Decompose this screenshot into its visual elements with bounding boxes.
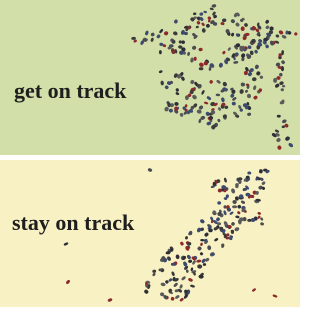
- top-caption: get on track: [14, 78, 127, 103]
- crowd-figure: [241, 26, 245, 31]
- page: get on track stay on track (() => { cons…: [0, 0, 300, 309]
- illustration: get on track stay on track: [0, 0, 300, 309]
- bottom-caption: stay on track: [12, 210, 135, 235]
- crowd-figure: [199, 67, 204, 70]
